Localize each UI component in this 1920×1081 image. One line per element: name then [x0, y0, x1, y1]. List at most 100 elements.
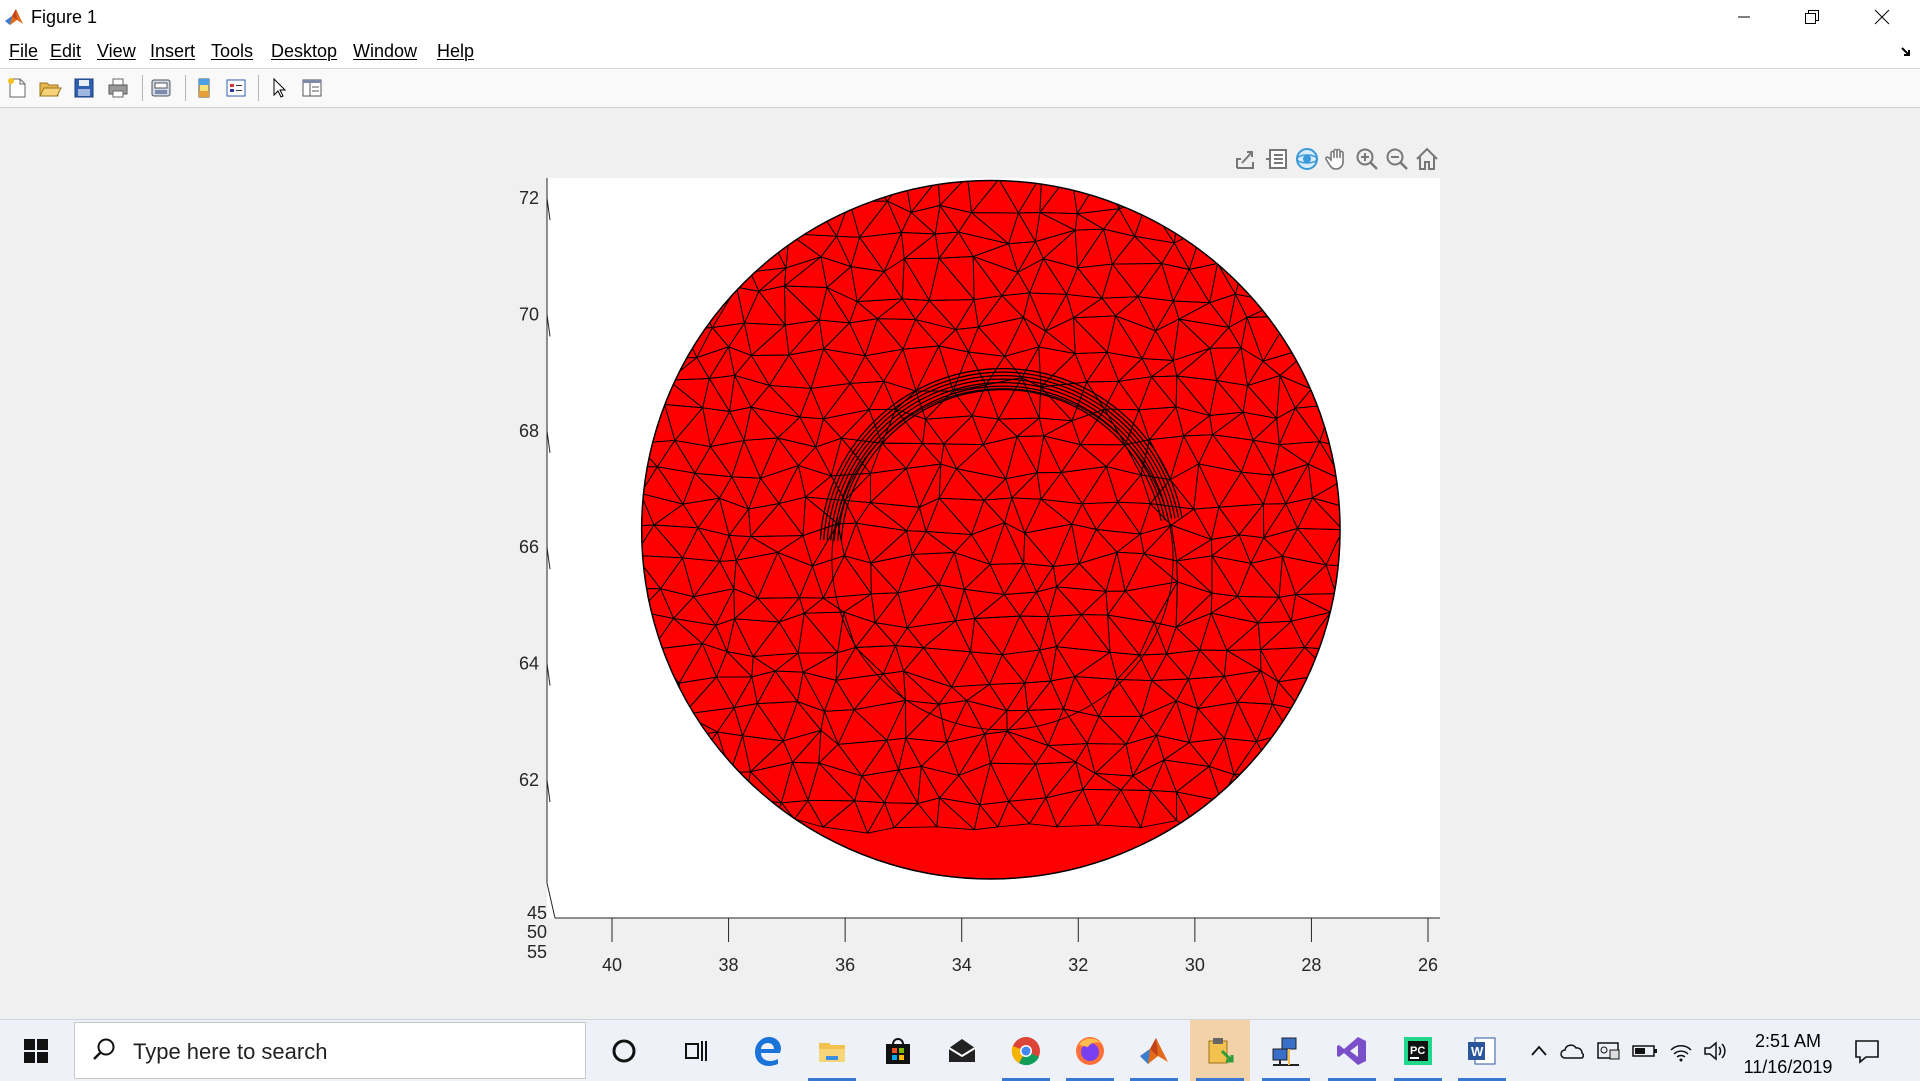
device-manager-button[interactable] — [1596, 1038, 1622, 1064]
y-tick — [546, 547, 551, 570]
y-tick-label: 66 — [519, 537, 539, 557]
svg-text:PC: PC — [1410, 1045, 1425, 1057]
z-tick-label: 45 — [527, 903, 547, 923]
chrome-button[interactable] — [996, 1020, 1056, 1081]
property-inspector-icon — [302, 79, 322, 97]
volume-button[interactable] — [1702, 1038, 1728, 1064]
file-explorer-button[interactable] — [802, 1020, 862, 1081]
firefox-button[interactable] — [1060, 1020, 1120, 1081]
edit-plot-button[interactable] — [265, 74, 293, 102]
mesh-triangle — [967, 147, 998, 180]
save-figure-button[interactable] — [70, 74, 98, 102]
start-button[interactable] — [0, 1020, 72, 1081]
minimize-button[interactable] — [1712, 0, 1776, 34]
menu-tools[interactable]: Tools — [211, 41, 254, 61]
clock-date: 11/16/2019 — [1743, 1057, 1833, 1077]
mesh-triangle — [759, 149, 792, 175]
file-manager-button[interactable] — [1190, 1020, 1250, 1081]
volume-icon — [1704, 1041, 1726, 1061]
matlab-button[interactable] — [1124, 1020, 1184, 1081]
windows-logo-icon — [24, 1038, 48, 1063]
task-view-button[interactable] — [666, 1020, 726, 1081]
show-hidden-icons-button[interactable] — [1526, 1038, 1552, 1064]
close-button[interactable] — [1850, 0, 1914, 34]
print-preview-button[interactable] — [147, 74, 175, 102]
pan-icon[interactable] — [1324, 146, 1350, 172]
new-figure-button[interactable] — [3, 74, 31, 102]
cortana-button[interactable] — [594, 1020, 654, 1081]
menu-file[interactable]: File — [9, 41, 39, 61]
menu-help[interactable]: Help — [437, 41, 475, 61]
word-button[interactable]: W — [1452, 1020, 1512, 1081]
edge-button[interactable] — [738, 1020, 798, 1081]
restore-view-icon[interactable] — [1414, 146, 1440, 172]
insert-colorbar-button[interactable] — [190, 74, 218, 102]
mesh-triangle — [938, 152, 967, 179]
onedrive-icon — [1560, 1044, 1585, 1059]
task-view-icon — [685, 1040, 707, 1061]
mesh-triangle — [706, 147, 749, 170]
store-button[interactable] — [868, 1020, 928, 1081]
svg-text:W: W — [1471, 1044, 1484, 1059]
mesh-triangle — [749, 147, 782, 172]
menu-desktop[interactable]: Desktop — [271, 41, 338, 61]
export-icon[interactable] — [1233, 146, 1259, 172]
wifi-button[interactable] — [1668, 1038, 1694, 1064]
pycharm-button[interactable]: PC — [1388, 1020, 1448, 1081]
onedrive-button[interactable] — [1560, 1038, 1586, 1064]
mesh-triangle — [818, 142, 843, 177]
crescent-arc — [833, 381, 1169, 541]
dock-figure-icon[interactable] — [1900, 46, 1912, 58]
mail-button[interactable] — [932, 1020, 992, 1081]
menu-edit[interactable]: Edit — [50, 41, 82, 61]
menu-view[interactable]: View — [97, 41, 136, 61]
z-tick-label: 50 — [527, 922, 547, 942]
visual-studio-button[interactable] — [1322, 1020, 1382, 1081]
y-tick-label: 64 — [519, 654, 539, 674]
open-file-icon — [39, 82, 62, 97]
mesh-triangle — [1157, 180, 1180, 183]
taskbar-search-box[interactable]: Type here to search — [74, 1022, 586, 1079]
mesh-triangle — [1193, 180, 1229, 183]
mesh-triangle — [727, 147, 759, 172]
print-figure-button[interactable] — [104, 74, 132, 102]
battery-button[interactable] — [1632, 1038, 1658, 1064]
network-app-icon — [1272, 1037, 1299, 1066]
mesh-triangle — [1102, 144, 1131, 175]
new-figure-icon — [8, 78, 26, 98]
rotate-3d-icon[interactable] — [1294, 146, 1320, 172]
mesh-triangle — [956, 147, 974, 177]
x-tick-label: 32 — [1068, 955, 1088, 975]
insert-legend-button[interactable] — [222, 74, 250, 102]
mail-icon — [948, 1038, 976, 1062]
wifi-icon — [1670, 1045, 1692, 1062]
property-inspector-button[interactable] — [298, 74, 326, 102]
cortana-icon — [612, 1039, 636, 1062]
firefox-icon — [1076, 1036, 1104, 1065]
taskbar-clock[interactable]: 2:51 AM 11/16/2019 — [1728, 1028, 1848, 1080]
menu-insert[interactable]: Insert — [150, 41, 196, 61]
edit-plot-icon — [273, 77, 287, 98]
restore-icon — [1805, 10, 1819, 24]
mesh-triangle — [884, 139, 918, 175]
zoom-out-icon[interactable] — [1384, 146, 1410, 172]
mesh-triangle — [843, 139, 884, 172]
network-app-button[interactable] — [1256, 1020, 1316, 1081]
print-preview-icon — [151, 79, 171, 97]
action-center-icon[interactable] — [1852, 1036, 1882, 1066]
matlab-logo-icon — [5, 9, 23, 25]
x-tick-label: 40 — [602, 955, 622, 975]
restore-button[interactable] — [1780, 0, 1844, 34]
brush-data-icon[interactable] — [1264, 146, 1290, 172]
mesh-triangle — [1053, 148, 1093, 172]
mesh-triangle — [1311, 497, 1341, 531]
y-tick — [546, 663, 551, 686]
open-file-button[interactable] — [36, 74, 64, 102]
crescent-arc — [837, 385, 1166, 541]
zoom-in-icon[interactable] — [1354, 146, 1380, 172]
chevron-up-icon — [1531, 1045, 1547, 1056]
menu-window[interactable]: Window — [353, 41, 418, 61]
mesh-triangle — [917, 146, 956, 178]
visual-studio-icon — [1337, 1036, 1366, 1065]
